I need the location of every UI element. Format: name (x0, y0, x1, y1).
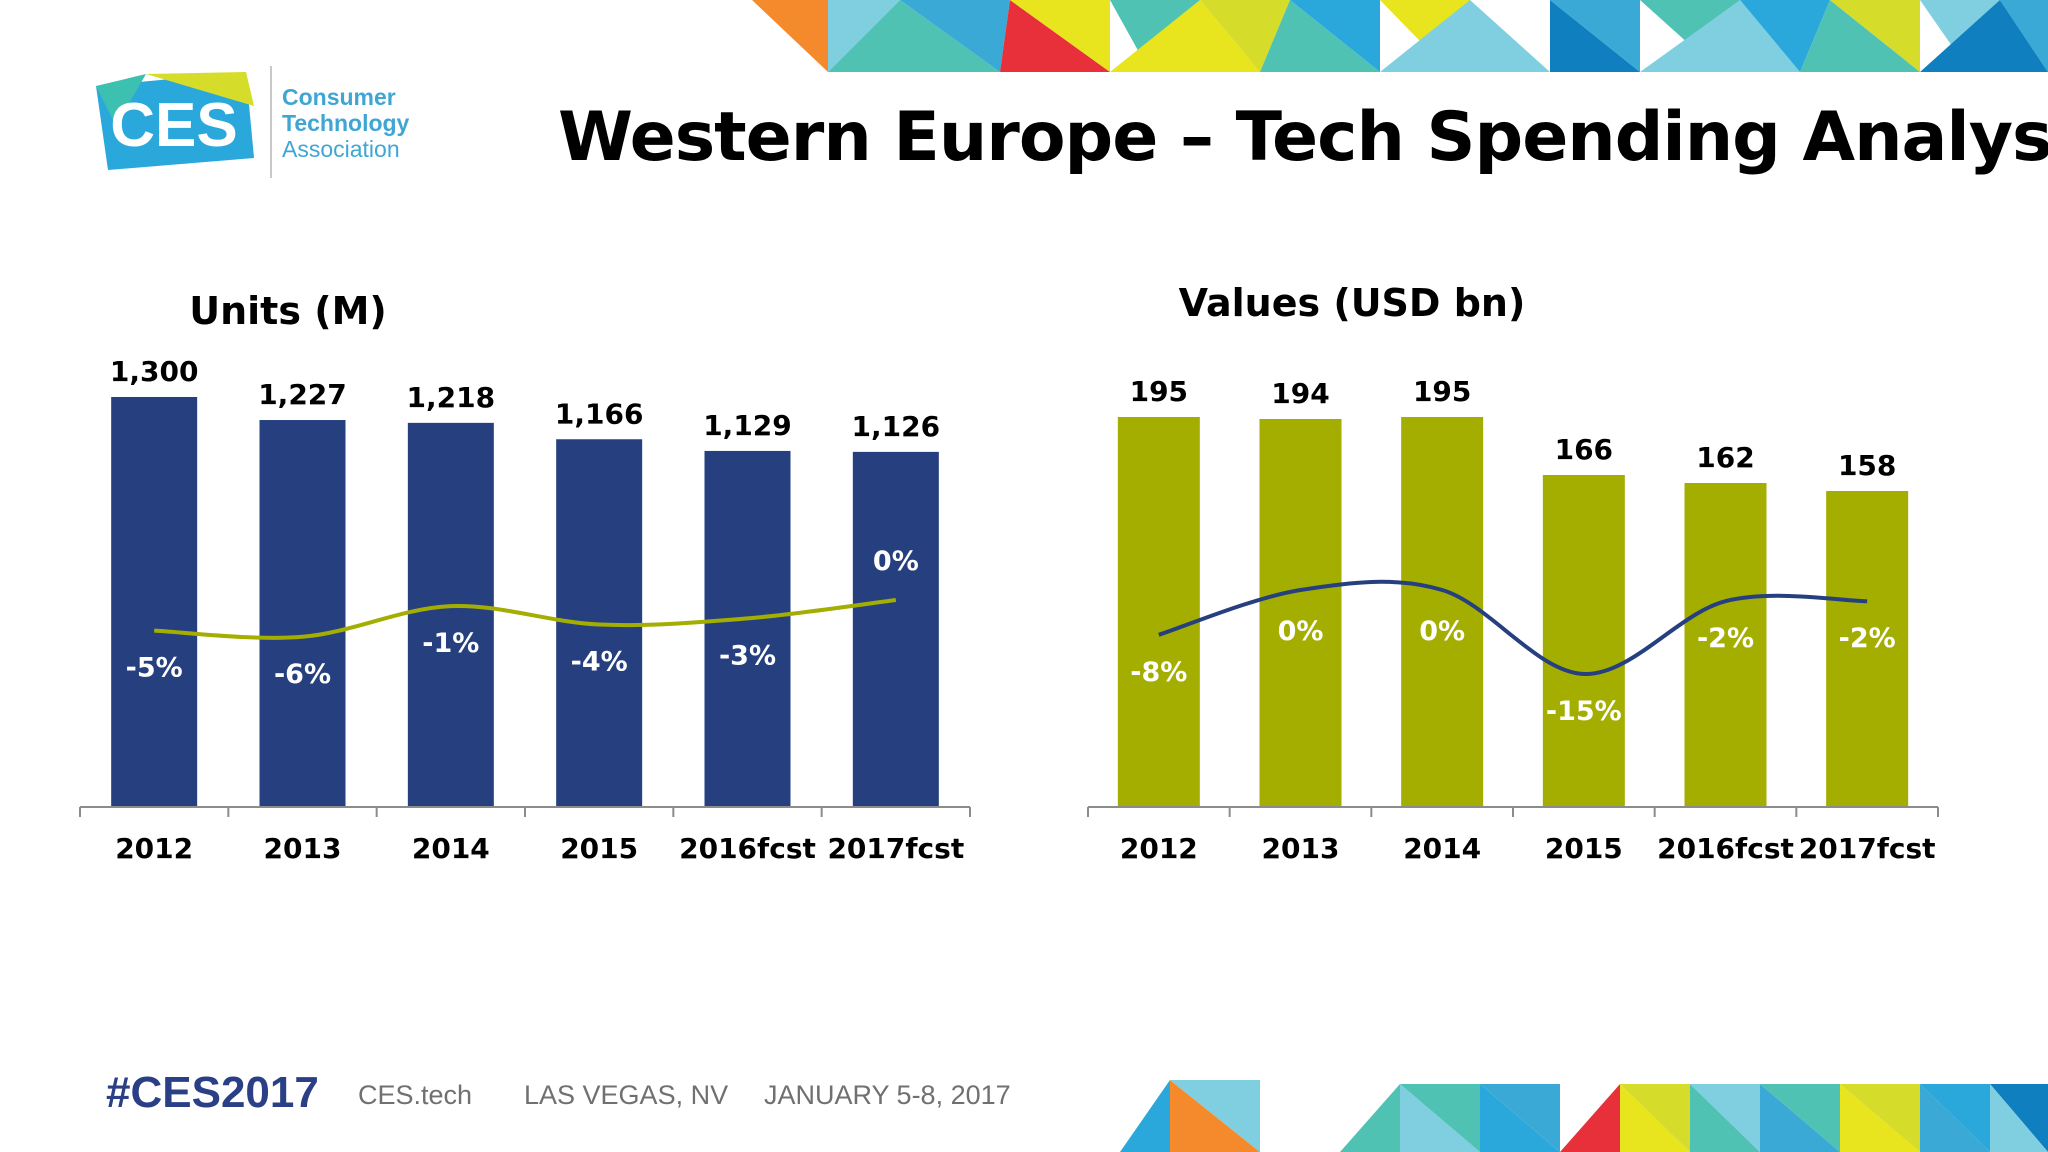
units-growth-label: -5% (126, 653, 183, 684)
ces-logo-mark: CES (96, 72, 254, 170)
footer-hashtag: #CES2017 (106, 1068, 319, 1117)
decor-triangle (1800, 0, 1920, 72)
values-bar (1684, 483, 1767, 807)
decor-triangle (2000, 0, 2048, 72)
units-x-tick-label: 2017fcst (827, 832, 964, 865)
units-x-tick-label: 2014 (412, 832, 490, 865)
logo-line-1: Consumer (282, 84, 396, 110)
decorative-banner-top (752, 0, 2048, 72)
values-x-tick-label: 2016fcst (1657, 832, 1794, 865)
logo-line-2: Technology (282, 110, 410, 136)
values-bar (1401, 417, 1484, 807)
units-bar (852, 451, 939, 807)
decor-triangle (1000, 0, 1110, 72)
decor-triangle (752, 0, 828, 72)
logo-divider (270, 66, 272, 178)
logo-wordmark: Consumer Technology Association (282, 84, 409, 162)
values-growth-label: -2% (1697, 623, 1754, 654)
decor-triangle (1380, 0, 1550, 72)
page-title: Western Europe – Tech Spending Analysis (558, 98, 2048, 177)
values-bar (1117, 417, 1200, 807)
units-value-label: 1,218 (407, 381, 496, 414)
footer-location: LAS VEGAS, NV (524, 1080, 729, 1110)
values-x-tick-label: 2014 (1403, 832, 1481, 865)
units-value-label: 1,227 (258, 378, 347, 411)
decor-triangle (1830, 0, 1920, 72)
units-x-tick-label: 2016fcst (679, 832, 816, 865)
values-x-tick-label: 2015 (1545, 832, 1623, 865)
values-bar (1259, 419, 1342, 807)
units-value-label: 1,166 (555, 397, 644, 430)
cta-logo: CES Consumer Technology Association (86, 66, 436, 186)
units-x-tick-label: 2015 (560, 832, 638, 865)
values-growth-line (1158, 579, 1868, 677)
logo-mark-text: CES (110, 91, 237, 160)
units-bar (704, 450, 791, 807)
decor-triangle (900, 0, 1010, 72)
decor-triangle (1110, 0, 1260, 72)
decor-triangle (828, 0, 1000, 72)
values-value-label: 194 (1271, 377, 1329, 410)
units-chart: Units (M) 1,300 2012 1,227 2013 1,218 2014 1,16… (79, 289, 971, 865)
units-x-tick-label: 2012 (115, 832, 193, 865)
decor-triangle (1010, 0, 1110, 72)
units-value-label: 1,126 (852, 410, 941, 443)
values-bar (1826, 491, 1909, 807)
values-x-tick-label: 2013 (1262, 832, 1340, 865)
units-value-label: 1,129 (703, 409, 792, 442)
units-growth-label: -6% (274, 659, 331, 690)
decor-triangle (1550, 0, 1640, 72)
units-growth-line (154, 598, 897, 640)
values-value-label: 158 (1838, 449, 1896, 482)
units-bar (111, 397, 198, 807)
values-growth-label: 0% (1419, 616, 1465, 647)
units-bar (407, 422, 494, 807)
decor-triangle (1920, 0, 2048, 72)
footer-dates: JANUARY 5-8, 2017 (764, 1080, 1011, 1110)
values-growth-label: -2% (1839, 623, 1896, 654)
decor-triangle (1260, 0, 1380, 72)
units-chart-title: Units (M) (189, 289, 387, 333)
units-growth-label: -3% (719, 640, 776, 671)
decor-triangle (1640, 0, 1800, 72)
units-x-tick-label: 2013 (264, 832, 342, 865)
values-x-tick-label: 2012 (1120, 832, 1198, 865)
values-chart: Values (USD bn) 195 2012 194 2013 195 2014 166 2… (1087, 281, 1939, 865)
values-value-label: 195 (1130, 375, 1188, 408)
units-value-label: 1,300 (110, 355, 199, 388)
values-value-label: 195 (1413, 375, 1471, 408)
units-bar (259, 420, 346, 807)
values-chart-title: Values (USD bn) (1179, 281, 1526, 325)
values-bar (1542, 475, 1625, 807)
values-growth-label: -15% (1546, 696, 1622, 727)
values-x-tick-label: 2017fcst (1799, 832, 1936, 865)
footer-site: CES.tech (358, 1080, 473, 1110)
footer: #CES2017 CES.tech LAS VEGAS, NV JANUARY … (0, 1068, 1100, 1128)
values-value-label: 166 (1555, 433, 1613, 466)
logo-line-3: Association (282, 136, 400, 162)
values-value-label: 162 (1696, 441, 1754, 474)
values-growth-label: -8% (1130, 657, 1187, 688)
values-growth-label: 0% (1278, 616, 1324, 647)
units-growth-label: -1% (422, 628, 479, 659)
units-growth-label: -4% (571, 647, 628, 678)
units-growth-label: 0% (873, 546, 919, 577)
decor-triangle (1290, 0, 1380, 72)
